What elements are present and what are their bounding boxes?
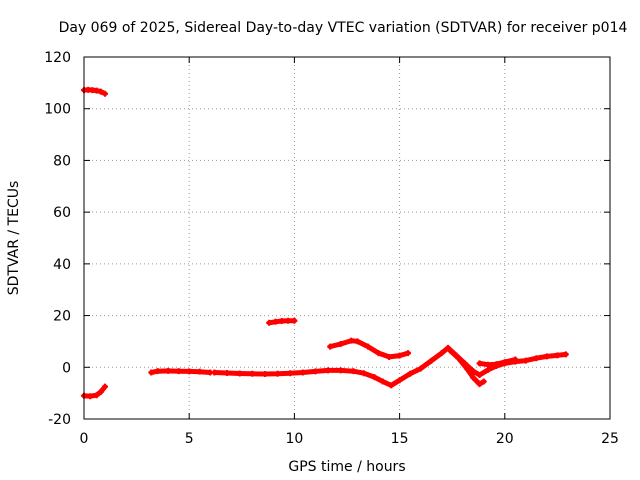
data-point (278, 318, 285, 325)
data-point (484, 361, 491, 368)
data-series (447, 347, 487, 388)
series-trace (211, 345, 569, 388)
data-point (93, 87, 100, 94)
x-tick-label: 10 (285, 431, 303, 447)
data-point (533, 355, 540, 362)
data-point (480, 378, 487, 385)
data-point (211, 369, 218, 376)
grid-lines (84, 57, 610, 419)
data-point (405, 350, 412, 357)
data-point (562, 351, 569, 358)
data-point (266, 319, 273, 326)
data-point (371, 374, 378, 381)
data-point (348, 337, 355, 344)
data-point (272, 318, 279, 325)
data-point (470, 374, 477, 381)
axis-ticks (83, 56, 611, 420)
x-tick-label: 5 (185, 431, 194, 447)
x-tick-label: 15 (391, 431, 409, 447)
data-point (386, 353, 393, 360)
data-point (360, 370, 367, 377)
y-tick-label: 120 (44, 50, 71, 66)
data-point (476, 381, 483, 388)
data-point (554, 352, 561, 359)
y-tick-label: 40 (53, 257, 71, 273)
data-point (543, 353, 550, 360)
data-point (476, 360, 483, 367)
data-point (522, 357, 529, 364)
data-series (148, 367, 214, 376)
data-point (375, 350, 382, 357)
data-point (337, 367, 344, 374)
x-tick-label: 20 (496, 431, 514, 447)
data-series (211, 344, 569, 389)
data-point (417, 365, 424, 372)
y-tick-label: 20 (53, 309, 71, 325)
data-point (196, 368, 203, 375)
y-tick-label: 60 (53, 205, 71, 221)
x-tick-label: 0 (80, 431, 89, 447)
y-tick-label: 80 (53, 153, 71, 169)
data-point (102, 90, 109, 97)
data-point (87, 393, 94, 400)
data-point (463, 365, 470, 372)
x-axis-tick-labels: 0 5 10 15 20 25 (80, 431, 619, 447)
plot-frame (83, 56, 611, 420)
data-point (476, 372, 483, 379)
data-point (287, 370, 294, 377)
data-point (291, 317, 298, 324)
data-series-layer (81, 86, 569, 400)
data-point (148, 369, 155, 376)
data-point (512, 356, 519, 363)
data-point (407, 370, 414, 377)
data-point (388, 382, 395, 389)
data-point (484, 366, 491, 373)
data-point (447, 347, 454, 354)
data-point (438, 350, 445, 357)
y-axis-tick-labels: -20 0 20 40 60 80 100 120 (44, 50, 71, 428)
data-point (261, 371, 268, 378)
data-point (236, 370, 243, 377)
y-axis-label: SDTVAR / TECUs (6, 181, 22, 296)
data-point (501, 359, 508, 366)
data-point (354, 338, 361, 345)
y-tick-label: -20 (48, 412, 71, 428)
data-point (365, 343, 372, 350)
data-point (299, 369, 306, 376)
data-point (93, 392, 100, 399)
data-point (165, 367, 172, 374)
x-axis-label: GPS time / hours (288, 459, 405, 475)
data-point (350, 368, 357, 375)
data-point (379, 378, 386, 385)
data-point (274, 370, 281, 377)
data-series (327, 337, 412, 360)
data-point (249, 370, 256, 377)
data-point (312, 368, 319, 375)
x-tick-label: 25 (601, 431, 619, 447)
data-point (224, 369, 231, 376)
data-series (266, 317, 298, 326)
data-point (396, 352, 403, 359)
data-point (154, 368, 161, 375)
data-point (285, 317, 292, 324)
data-point (102, 383, 109, 390)
y-tick-label: 0 (62, 360, 71, 376)
chart-title: Day 069 of 2025, Sidereal Day-to-day VTE… (59, 20, 628, 36)
data-series (476, 356, 519, 368)
data-point (97, 388, 104, 395)
data-point (493, 361, 500, 368)
data-point (337, 341, 344, 348)
data-series (81, 86, 109, 97)
data-point (396, 377, 403, 384)
data-point (97, 88, 104, 95)
data-point (325, 367, 332, 374)
data-point (175, 368, 182, 375)
y-tick-label: 100 (44, 102, 71, 118)
data-point (455, 355, 462, 362)
data-point (327, 343, 334, 350)
data-point (428, 357, 435, 364)
data-point (186, 368, 193, 375)
data-series (81, 383, 109, 400)
